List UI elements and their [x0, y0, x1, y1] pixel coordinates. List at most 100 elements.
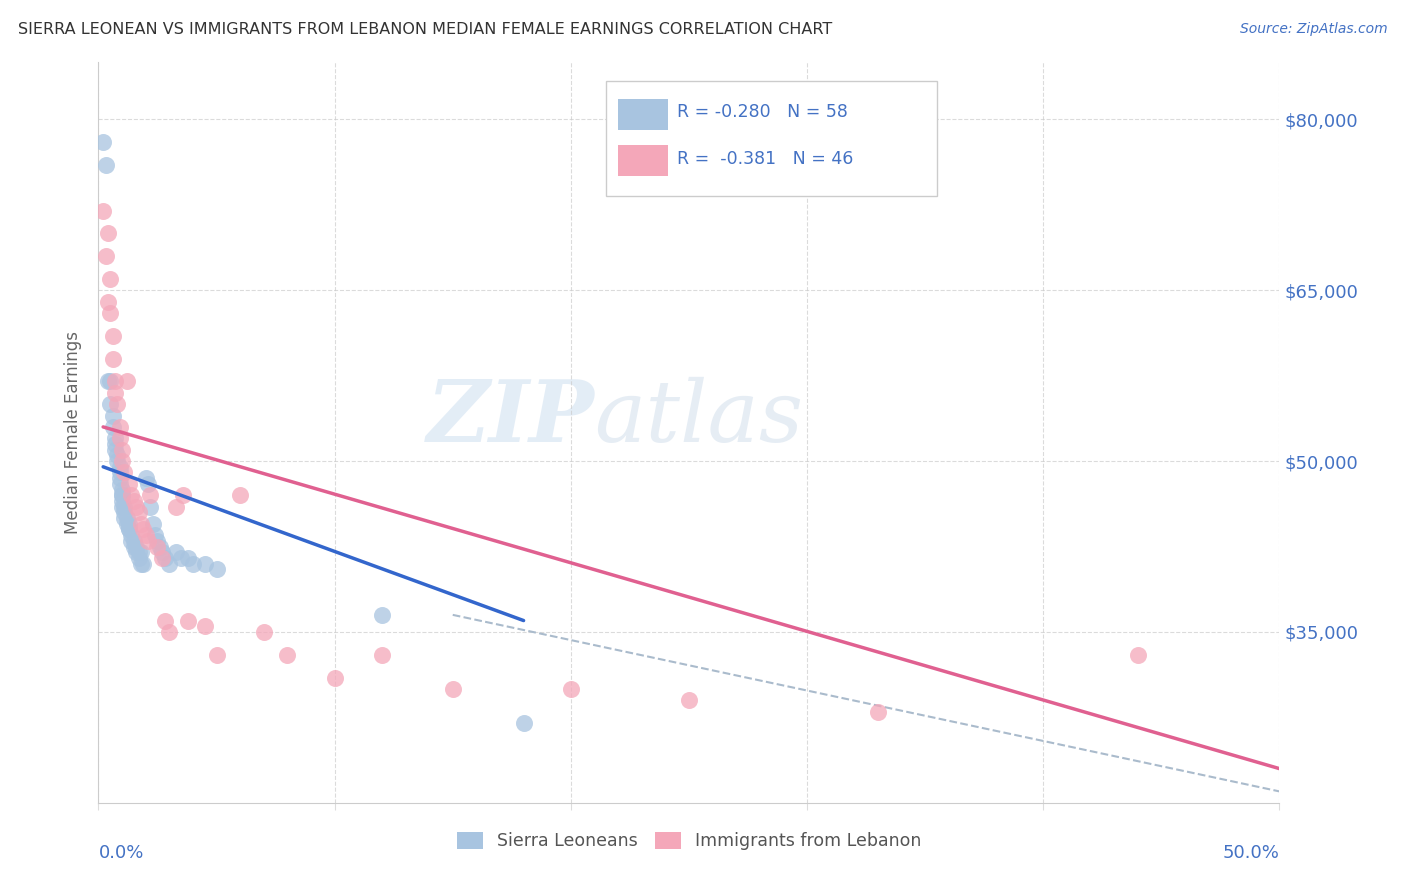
Point	[104, 442, 127, 457]
Point	[104, 431, 127, 445]
Point	[118, 516, 141, 531]
Point	[112, 500, 135, 514]
Point	[146, 540, 169, 554]
Point	[98, 272, 121, 286]
Point	[128, 545, 150, 559]
Point	[98, 306, 121, 320]
Point	[150, 550, 173, 565]
Point	[129, 516, 152, 531]
Point	[122, 533, 145, 548]
Point	[111, 454, 134, 468]
Point	[98, 397, 121, 411]
Point	[105, 454, 128, 468]
Point	[157, 557, 180, 571]
Point	[149, 540, 172, 554]
Point	[150, 545, 173, 559]
Point	[276, 648, 298, 662]
Point	[866, 705, 889, 719]
Point	[115, 511, 138, 525]
Point	[441, 681, 464, 696]
Point	[111, 494, 134, 508]
Text: 0.0%: 0.0%	[98, 844, 143, 862]
Point	[97, 294, 120, 309]
Point	[678, 693, 700, 707]
Point	[101, 351, 124, 366]
Point	[229, 488, 252, 502]
Point	[112, 466, 135, 480]
Point	[125, 500, 148, 514]
Point	[121, 533, 143, 548]
Point	[115, 516, 138, 531]
Y-axis label: Median Female Earnings: Median Female Earnings	[65, 331, 83, 534]
Point	[129, 557, 152, 571]
Point	[135, 471, 157, 485]
Point	[111, 483, 134, 497]
Point	[112, 505, 135, 519]
Point	[108, 431, 131, 445]
Point	[111, 442, 134, 457]
Point	[104, 375, 127, 389]
Point	[108, 471, 131, 485]
Point	[139, 488, 162, 502]
Point	[253, 624, 276, 639]
Point	[108, 459, 131, 474]
Point	[108, 420, 131, 434]
Point	[142, 516, 165, 531]
Point	[194, 557, 217, 571]
Point	[194, 619, 217, 633]
Point	[118, 523, 141, 537]
Point	[125, 540, 148, 554]
Point	[205, 562, 228, 576]
Point	[165, 500, 187, 514]
Point	[104, 437, 127, 451]
Point	[98, 375, 121, 389]
Point	[371, 607, 394, 622]
Point	[157, 624, 180, 639]
Point	[128, 550, 150, 565]
Point	[139, 500, 162, 514]
Point	[97, 375, 120, 389]
Point	[125, 545, 148, 559]
Point	[181, 557, 204, 571]
Point	[101, 328, 124, 343]
Point	[94, 158, 117, 172]
Point	[105, 449, 128, 463]
Point	[146, 533, 169, 548]
Point	[108, 476, 131, 491]
Text: R = -0.280   N = 58: R = -0.280 N = 58	[678, 103, 848, 121]
Text: SIERRA LEONEAN VS IMMIGRANTS FROM LEBANON MEDIAN FEMALE EARNINGS CORRELATION CHA: SIERRA LEONEAN VS IMMIGRANTS FROM LEBANO…	[18, 22, 832, 37]
Point	[101, 420, 124, 434]
Point	[371, 648, 394, 662]
Point	[118, 476, 141, 491]
Point	[135, 528, 157, 542]
Point	[118, 523, 141, 537]
Point	[323, 671, 346, 685]
Point	[91, 135, 114, 149]
Point	[111, 488, 134, 502]
Point	[153, 614, 176, 628]
Point	[205, 648, 228, 662]
Point	[172, 488, 194, 502]
Point	[153, 550, 176, 565]
Point	[128, 505, 150, 519]
Point	[177, 614, 200, 628]
Point	[91, 203, 114, 218]
Point	[121, 528, 143, 542]
Point	[129, 545, 152, 559]
Point	[170, 550, 193, 565]
Point	[105, 397, 128, 411]
Point	[115, 375, 138, 389]
Point	[132, 557, 155, 571]
FancyBboxPatch shape	[619, 99, 668, 130]
Point	[136, 476, 159, 491]
Point	[512, 716, 534, 731]
Legend: Sierra Leoneans, Immigrants from Lebanon: Sierra Leoneans, Immigrants from Lebanon	[450, 825, 928, 857]
Point	[94, 249, 117, 263]
FancyBboxPatch shape	[606, 81, 936, 195]
Point	[97, 227, 120, 241]
Text: ZIP: ZIP	[426, 376, 595, 459]
Point	[122, 540, 145, 554]
Point	[112, 511, 135, 525]
Point	[132, 523, 155, 537]
Point	[165, 545, 187, 559]
